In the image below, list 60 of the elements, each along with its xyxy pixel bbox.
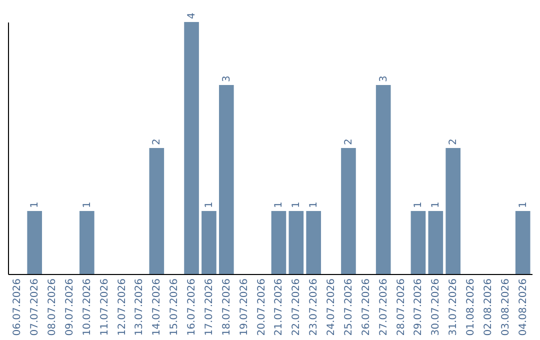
- x-tick-label: 15.07.2026: [169, 278, 180, 336]
- bar: [184, 22, 199, 274]
- x-tick-label: 09.07.2026: [64, 278, 76, 336]
- x-tick-label: 17.07.2026: [204, 278, 215, 336]
- data-label: 2: [343, 138, 354, 145]
- x-tick-label: 19.07.2026: [238, 278, 250, 336]
- x-tick-label: 23.07.2026: [308, 278, 320, 336]
- bar: [79, 211, 94, 274]
- bar: [428, 211, 444, 274]
- data-label: 1: [413, 202, 424, 208]
- x-tick-label: 16.07.2026: [186, 278, 198, 336]
- data-label: 1: [291, 202, 302, 208]
- x-tick-label: 04.08.2026: [518, 278, 529, 336]
- bar: [288, 211, 304, 274]
- x-tick-label: 30.07.2026: [430, 278, 442, 336]
- data-label: 3: [221, 76, 232, 82]
- x-tick-label: 28.07.2026: [396, 278, 407, 336]
- x-tick-label: 08.07.2026: [47, 278, 58, 336]
- x-tick-label: 26.07.2026: [360, 278, 372, 336]
- x-tick-label: 02.08.2026: [482, 278, 494, 336]
- bar: [410, 211, 426, 274]
- bar: [218, 85, 234, 274]
- bar: [202, 211, 216, 274]
- data-label: 1: [274, 202, 285, 208]
- x-tick-label: 10.07.2026: [82, 278, 93, 336]
- bar: [271, 211, 286, 274]
- x-tick-label: 24.07.2026: [326, 278, 338, 336]
- x-tick-label: 13.07.2026: [134, 278, 146, 336]
- x-tick-label: 01.08.2026: [466, 278, 477, 336]
- data-label: 1: [518, 202, 529, 208]
- data-label: 1: [82, 202, 93, 208]
- bar: [515, 211, 530, 274]
- bar: [341, 148, 356, 274]
- data-label: 1: [430, 202, 442, 208]
- bar: [306, 211, 322, 274]
- x-tick-label: 29.07.2026: [413, 278, 424, 336]
- x-tick-label: 18.07.2026: [221, 278, 232, 336]
- bar: [446, 148, 461, 274]
- data-label: 3: [378, 76, 390, 82]
- x-tick-label: 03.08.2026: [500, 278, 512, 336]
- x-tick-label: 07.07.2026: [30, 278, 41, 336]
- x-tick-label: 12.07.2026: [116, 278, 128, 336]
- x-tick-label: 31.07.2026: [448, 278, 460, 336]
- bar: [376, 85, 391, 274]
- data-label: 2: [448, 138, 460, 145]
- data-label: 1: [204, 202, 215, 208]
- x-tick-label: 27.07.2026: [378, 278, 390, 336]
- data-label: 1: [30, 202, 41, 208]
- data-label: 1: [308, 202, 320, 208]
- x-tick-label: 14.07.2026: [152, 278, 163, 336]
- x-tick-label: 06.07.2026: [12, 278, 24, 336]
- x-tick-label: 11.07.2026: [99, 278, 110, 336]
- bar: [27, 211, 42, 274]
- x-tick-label: 22.07.2026: [291, 278, 302, 336]
- bar: [149, 148, 164, 274]
- x-tick-label: 25.07.2026: [343, 278, 354, 336]
- x-tick-label: 20.07.2026: [256, 278, 268, 336]
- data-label: 4: [186, 12, 198, 19]
- x-tick-label: 21.07.2026: [274, 278, 285, 336]
- data-label: 2: [152, 138, 163, 145]
